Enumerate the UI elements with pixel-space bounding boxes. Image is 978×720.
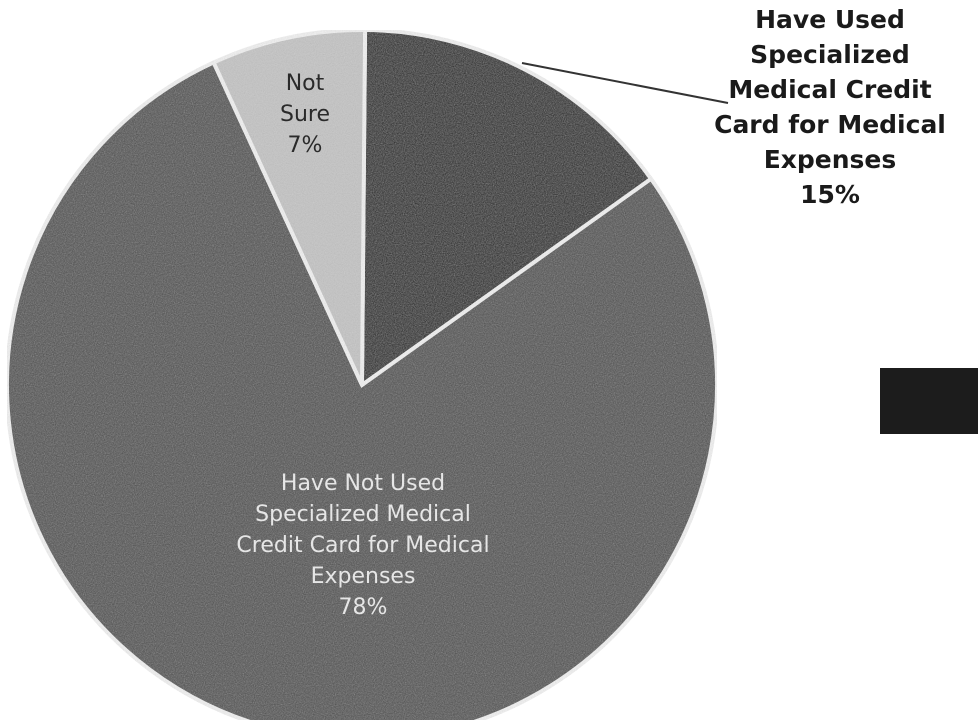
slice-label-line: Expenses [311,564,416,589]
slice-label-line: Expenses [764,145,897,174]
slice-label-line: Have Not Used [281,471,445,496]
pie-slice-not-sure [211,28,368,386]
slice-label-have-used: Have Used Specialized Medical Credit Card f… [714,5,946,209]
slice-value-label: 15% [800,180,860,209]
slice-label-line: Credit Card for Medical [236,533,489,558]
pie-slice-have-not-used [5,59,719,720]
slice-value-label: 78% [339,595,388,620]
slice-label-have-not-used: Have Not Used Specialized Medical Credit C… [236,471,489,620]
pie-slice-have-used [359,27,654,389]
slice-label-line: Specialized [750,40,910,69]
slice-label-line: Not [286,71,325,96]
slice-value-label: 7% [288,133,323,158]
slice-label-line: Sure [280,102,330,127]
slice-label-line: Have Used [755,5,905,34]
slice-labels: Have Used Specialized Medical Credit Card f… [236,5,945,620]
slice-label-line: Medical Credit [728,75,931,104]
pie-slices [5,27,719,720]
legend-swatch [880,368,978,434]
leader-line [521,62,729,104]
slice-label-line: Card for Medical [714,110,946,139]
slice-label-not-sure: Not Sure 7% [280,71,330,158]
slice-label-line: Specialized Medical [255,502,471,527]
